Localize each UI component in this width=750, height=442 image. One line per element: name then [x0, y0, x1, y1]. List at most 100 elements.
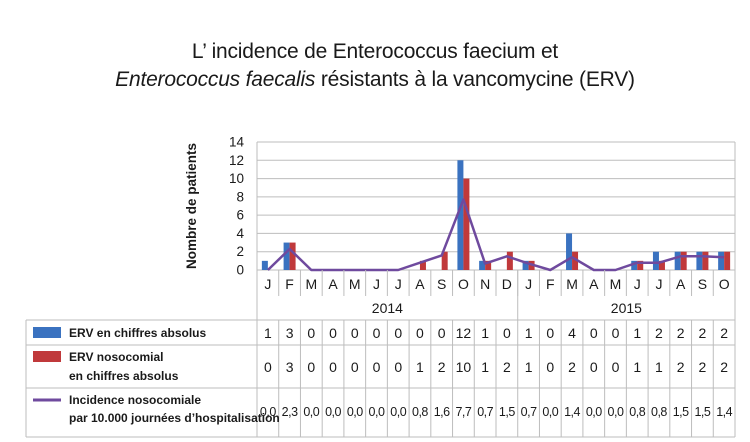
- data-label-erv-nosocomial: 0: [394, 359, 402, 375]
- data-label-incidence: 0,8: [651, 405, 667, 419]
- bar-erv-nosocomial: [680, 251, 687, 270]
- bar-erv-absolus: [261, 260, 268, 270]
- data-label-incidence: 2,3: [282, 405, 298, 419]
- data-label-incidence: 1,4: [564, 405, 580, 419]
- y-tick-label: 6: [236, 208, 244, 223]
- data-label-erv-absolus: 0: [394, 325, 402, 341]
- x-tick-label: O: [458, 276, 469, 292]
- x-tick-label: S: [437, 276, 446, 292]
- data-label-erv-absolus: 0: [373, 325, 381, 341]
- bar-erv-nosocomial: [289, 242, 296, 270]
- x-tick-label: J: [525, 276, 532, 292]
- data-label-incidence: 7,7: [455, 405, 471, 419]
- x-tick-label: M: [610, 276, 622, 292]
- x-tick-label: M: [566, 276, 578, 292]
- x-tick-label: M: [305, 276, 317, 292]
- x-tick-label: J: [264, 276, 271, 292]
- bar-erv-nosocomial: [637, 260, 644, 270]
- y-axis-title: Nombre de patients: [184, 143, 199, 269]
- data-label-erv-absolus: 0: [416, 325, 424, 341]
- x-tick-label: F: [285, 276, 294, 292]
- x-tick-label: M: [349, 276, 361, 292]
- x-tick-label: J: [373, 276, 380, 292]
- x-tick-label: A: [328, 276, 338, 292]
- data-label-erv-nosocomial: 2: [677, 359, 685, 375]
- data-label-erv-nosocomial: 3: [286, 359, 294, 375]
- x-tick-label: J: [395, 276, 402, 292]
- data-label-erv-nosocomial: 0: [612, 359, 620, 375]
- data-label-incidence: 0,7: [477, 405, 493, 419]
- x-tick-label: F: [546, 276, 555, 292]
- data-label-erv-nosocomial: 2: [699, 359, 707, 375]
- legend-key-erv-absolus: [33, 327, 61, 338]
- bar-erv-absolus: [522, 260, 529, 270]
- data-label-erv-nosocomial: 1: [633, 359, 641, 375]
- data-label-incidence: 0,0: [542, 405, 558, 419]
- data-label-erv-absolus: 0: [307, 325, 315, 341]
- data-label-erv-absolus: 0: [590, 325, 598, 341]
- y-tick-label: 14: [229, 135, 245, 150]
- data-label-incidence: 0,0: [586, 405, 602, 419]
- year-label: 2015: [611, 300, 642, 316]
- data-label-erv-nosocomial: 2: [568, 359, 576, 375]
- data-label-erv-absolus: 2: [655, 325, 663, 341]
- data-label-incidence: 1,5: [499, 405, 515, 419]
- data-label-incidence: 1,5: [673, 405, 689, 419]
- chart-title-rest: résistants à la vancomycine (ERV): [315, 68, 635, 91]
- data-label-erv-nosocomial: 0: [590, 359, 598, 375]
- data-label-erv-absolus: 1: [481, 325, 489, 341]
- x-tick-label: D: [502, 276, 512, 292]
- data-label-erv-nosocomial: 0: [351, 359, 359, 375]
- bar-erv-absolus: [566, 233, 573, 270]
- data-label-incidence: 0,0: [325, 405, 341, 419]
- chart-title-italic: Enterococcus faecalis: [115, 68, 316, 91]
- data-label-incidence: 0,0: [369, 405, 385, 419]
- data-label-incidence: 1,4: [716, 405, 732, 419]
- data-label-incidence: 0,0: [390, 405, 406, 419]
- data-label-erv-absolus: 1: [264, 325, 272, 341]
- data-label-erv-absolus: 2: [720, 325, 728, 341]
- data-label-erv-absolus: 1: [633, 325, 641, 341]
- data-label-erv-absolus: 2: [699, 325, 707, 341]
- data-label-erv-absolus: 2: [677, 325, 685, 341]
- legend-name-incidence-1: Incidence nosocomiale: [69, 393, 201, 407]
- bar-erv-nosocomial: [441, 251, 448, 270]
- data-label-erv-absolus: 12: [456, 325, 472, 341]
- data-label-incidence: 1,6: [434, 405, 450, 419]
- legend-name-incidence-2: par 10.000 journées d’hospitalisation: [69, 411, 280, 425]
- data-label-erv-nosocomial: 1: [416, 359, 424, 375]
- bar-erv-absolus: [457, 160, 464, 270]
- data-label-erv-absolus: 0: [503, 325, 511, 341]
- data-label-incidence: 0,0: [347, 405, 363, 419]
- x-tick-label: S: [698, 276, 707, 292]
- data-label-erv-absolus: 0: [546, 325, 554, 341]
- data-label-erv-absolus: 3: [286, 325, 294, 341]
- data-label-incidence: 0,8: [412, 405, 428, 419]
- x-tick-label: N: [480, 276, 490, 292]
- data-label-incidence: 0,0: [260, 405, 276, 419]
- legend-name-erv-absolus: ERV en chiffres absolus: [69, 326, 206, 340]
- legend-name-erv-nosocomial-1: ERV nosocomial: [69, 350, 163, 364]
- data-label-incidence: 1,5: [694, 405, 710, 419]
- bar-erv-nosocomial: [485, 260, 492, 270]
- bar-erv-nosocomial: [724, 251, 731, 270]
- chart-title-line-1: L’ incidence de Enterococcus faecium et: [191, 40, 559, 63]
- data-label-erv-absolus: 4: [568, 325, 576, 341]
- bar-erv-absolus: [718, 251, 725, 270]
- bar-erv-absolus: [696, 251, 703, 270]
- x-tick-label: J: [655, 276, 662, 292]
- bar-erv-absolus: [652, 251, 659, 270]
- bar-erv-absolus: [479, 260, 486, 270]
- data-label-erv-absolus: 0: [438, 325, 446, 341]
- data-label-incidence: 0,0: [303, 405, 319, 419]
- data-label-erv-absolus: 0: [612, 325, 620, 341]
- chart-title-line-2: Enterococcus faecalis résistants à la va…: [0, 66, 750, 94]
- data-label-erv-nosocomial: 2: [503, 359, 511, 375]
- data-label-erv-nosocomial: 1: [481, 359, 489, 375]
- data-label-erv-nosocomial: 2: [720, 359, 728, 375]
- bar-erv-absolus: [283, 242, 290, 270]
- y-tick-label: 8: [236, 189, 244, 204]
- data-label-erv-nosocomial: 1: [655, 359, 663, 375]
- legend-name-erv-nosocomial-2: en chiffres absolus: [69, 369, 179, 383]
